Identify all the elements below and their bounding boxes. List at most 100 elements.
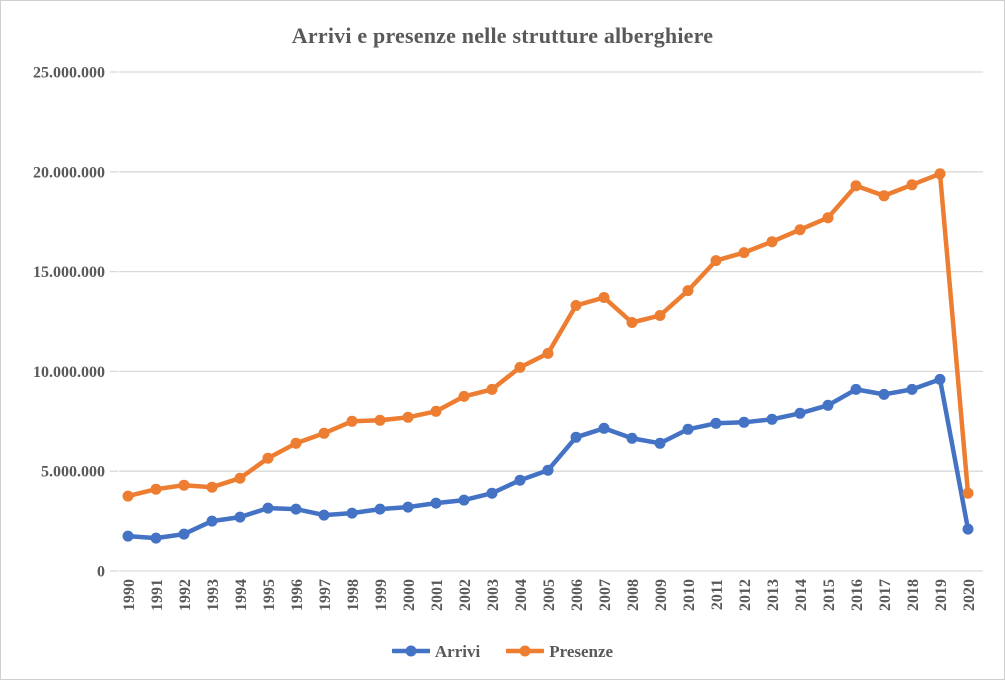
data-point-presenze-2000 [402,411,414,423]
x-tick-label: 2009 [653,579,670,611]
data-point-arrivi-1991 [150,532,162,544]
data-point-presenze-1994 [234,472,246,484]
chart-legend: Arrivi Presenze [1,638,1004,664]
data-point-presenze-2011 [710,255,722,267]
data-point-arrivi-2003 [486,487,498,499]
data-point-arrivi-1992 [178,528,190,540]
data-point-arrivi-2019 [934,373,946,385]
y-axis-labels: 0 5.000.000 10.000.000 15.000.000 20.000.000… [33,65,105,581]
x-tick-label: 1994 [233,579,250,611]
data-point-presenze-2012 [738,247,750,259]
data-point-arrivi-1990 [122,530,134,542]
data-point-presenze-2009 [654,310,666,321]
data-point-arrivi-1995 [262,502,274,514]
data-point-arrivi-2007 [598,422,610,434]
data-point-arrivi-2008 [626,432,638,444]
x-tick-label: 1998 [345,579,362,611]
data-point-presenze-1991 [150,483,162,495]
x-tick-label: 2000 [401,579,418,611]
y-tick-label: 25.000.000 [33,65,105,82]
data-point-arrivi-2020 [962,523,974,535]
x-tick-label: 1996 [289,579,306,611]
presenze-line-marker-icon [506,645,545,657]
x-tick-label: 2005 [541,579,558,611]
data-point-arrivi-1999 [374,503,386,515]
arrivi-line-marker-icon [391,645,430,657]
data-point-presenze-1993 [206,481,218,493]
chart-title: Arrivi e presenze nelle strutture alberg… [291,23,714,48]
data-point-presenze-1998 [346,415,358,427]
x-tick-label: 1995 [261,579,278,611]
legend-item-arrivi: Arrivi [391,641,481,661]
y-tick-label: 5.000.000 [41,464,105,481]
x-tick-label: 2003 [485,579,502,611]
legend-label-arrivi: Arrivi [434,641,481,661]
x-tick-label: 2014 [793,579,810,611]
gridlines [110,71,983,572]
y-tick-label: 0 [97,564,105,581]
x-tick-label: 2019 [933,579,950,611]
data-point-arrivi-2013 [766,413,778,425]
x-tick-label: 2016 [849,579,866,611]
x-tick-label: 2001 [429,579,446,611]
data-point-presenze-2001 [430,405,442,417]
data-point-presenze-2017 [878,190,890,202]
data-point-presenze-2014 [794,224,806,236]
x-tick-label: 2002 [457,579,474,611]
data-point-presenze-2006 [570,300,582,311]
x-tick-label: 2010 [681,579,698,611]
data-point-presenze-1996 [290,437,302,449]
data-point-presenze-2004 [514,361,526,373]
data-point-presenze-1995 [262,452,274,464]
x-tick-label: 1993 [205,579,222,611]
legend-item-presenze: Presenze [506,643,613,660]
y-tick-label: 20.000.000 [33,164,105,181]
data-point-presenze-2010 [682,285,694,297]
data-point-arrivi-1998 [346,507,358,519]
data-point-presenze-2007 [598,292,610,303]
x-tick-label: 2011 [709,579,726,610]
x-tick-label: 2007 [597,579,614,611]
data-point-presenze-1992 [178,479,190,491]
series-line-presenze [125,171,971,499]
x-tick-label: 2015 [821,579,838,611]
x-tick-label: 1999 [373,579,390,611]
data-point-arrivi-1993 [206,515,218,527]
x-tick-label: 2004 [513,579,530,611]
data-point-arrivi-2002 [458,494,470,506]
series-group [122,168,974,544]
x-tick-label: 2012 [737,579,754,611]
x-tick-label: 2008 [625,579,642,611]
data-point-arrivi-1996 [290,503,302,515]
x-axis-labels: 1990 1991 1992 1993 1994 1995 1996 1997 1998 1999… [121,579,978,611]
y-tick-label: 10.000.000 [33,364,105,381]
data-point-presenze-1990 [122,490,134,502]
data-point-arrivi-2010 [682,423,694,435]
data-point-arrivi-2001 [430,497,442,509]
data-point-presenze-2003 [486,383,498,395]
data-point-arrivi-2018 [906,383,918,395]
data-point-presenze-2016 [850,180,862,192]
x-tick-label: 2013 [765,579,782,611]
data-point-arrivi-2016 [850,383,862,395]
x-tick-label: 2017 [877,579,894,611]
y-tick-label: 15.000.000 [33,264,105,281]
x-tick-label: 1997 [317,579,334,611]
series-line-arrivi [125,377,971,541]
data-point-arrivi-2000 [402,501,414,513]
data-point-presenze-1997 [318,427,330,439]
data-point-presenze-1999 [374,414,386,426]
data-point-presenze-2008 [626,317,638,328]
data-point-presenze-2005 [542,347,554,359]
data-point-presenze-2015 [822,212,834,224]
data-point-arrivi-2004 [514,474,526,486]
x-tick-label: 1991 [149,579,166,611]
legend-label-presenze: Presenze [549,641,614,661]
data-point-arrivi-2011 [710,417,722,429]
data-point-presenze-2019 [934,168,946,180]
data-point-arrivi-2009 [654,437,666,449]
data-point-arrivi-2012 [738,416,750,428]
x-tick-label: 2020 [961,579,978,611]
